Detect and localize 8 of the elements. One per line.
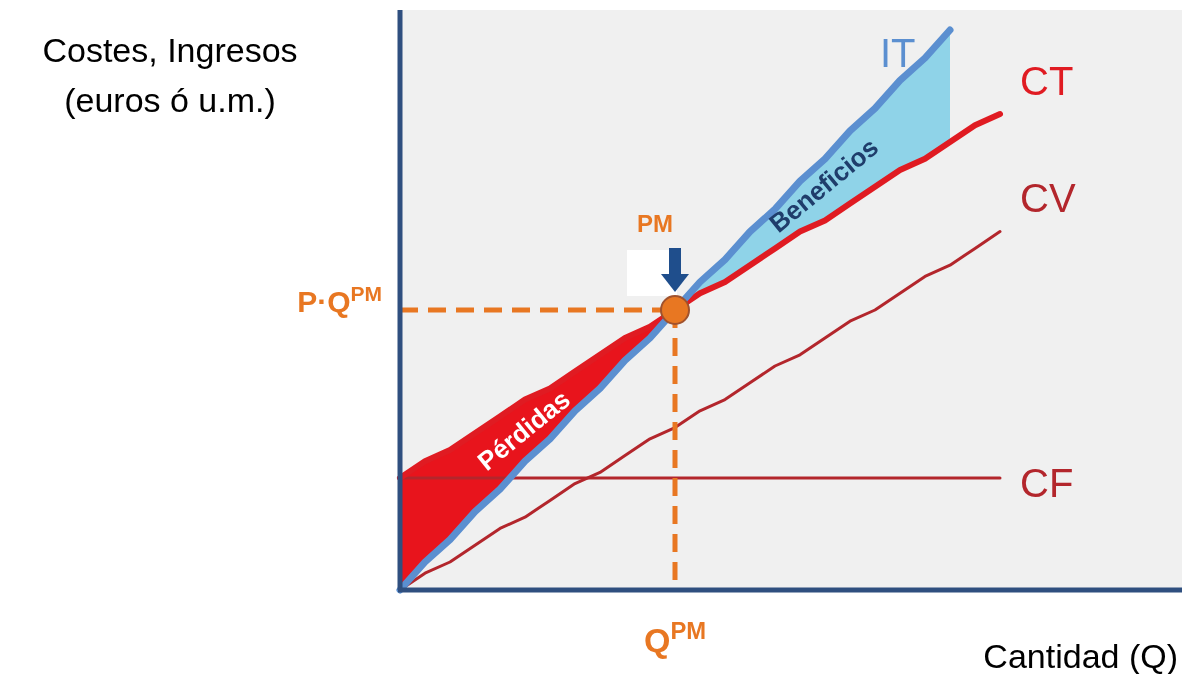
series-label: CV bbox=[1020, 176, 1076, 221]
annotation: PM bbox=[637, 210, 673, 237]
text: Q$^{PM}$ bbox=[643, 616, 707, 659]
text: P·Q$^{PM}$ bbox=[297, 281, 382, 318]
y-axis-title: Costes, Ingresos (euros ó u.m.) bbox=[42, 31, 298, 119]
series-label: CT bbox=[1020, 58, 1074, 103]
series-label: IT bbox=[880, 30, 916, 75]
series-label: CF bbox=[1020, 460, 1074, 505]
